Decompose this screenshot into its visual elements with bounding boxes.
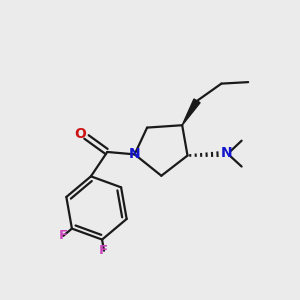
Text: F: F: [58, 230, 68, 242]
Text: N: N: [129, 147, 141, 161]
Text: N: N: [221, 146, 232, 161]
Polygon shape: [182, 99, 200, 125]
Text: O: O: [75, 127, 86, 141]
Text: F: F: [99, 244, 108, 256]
